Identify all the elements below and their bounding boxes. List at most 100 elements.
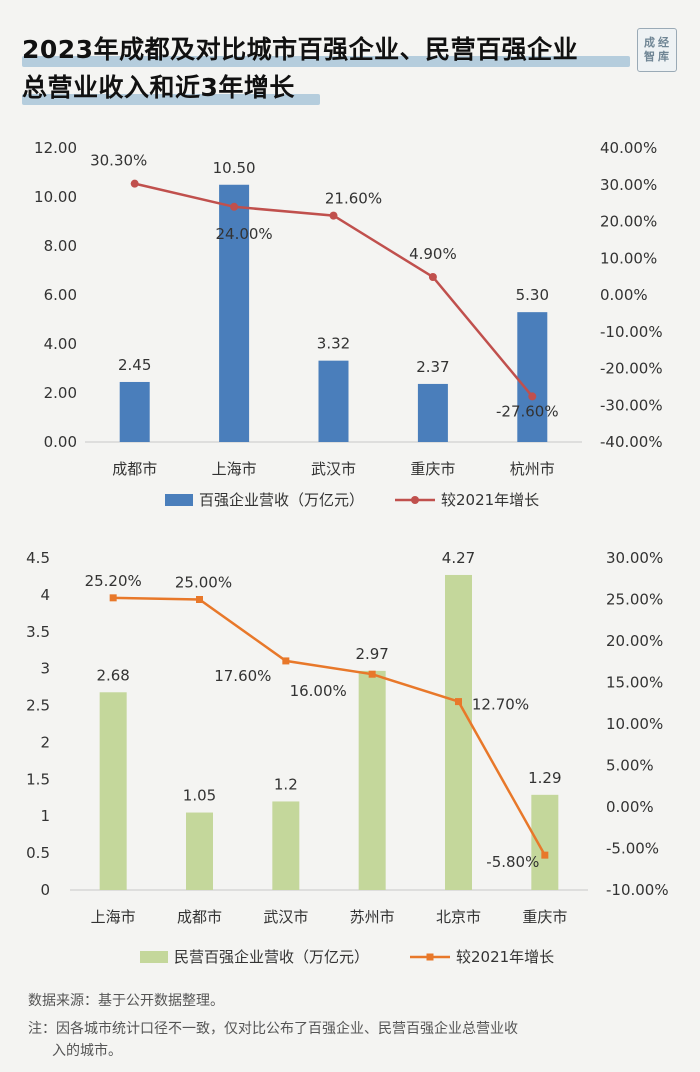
y-left-tick-label: 4.00 <box>44 335 77 353</box>
bar <box>219 184 250 442</box>
y-right-tick-label: 30.00% <box>600 176 657 194</box>
growth-point <box>368 670 376 678</box>
y-right-tick-label: 0.00% <box>600 286 648 304</box>
page-title-line2: 总营业收入和近3年增长 <box>22 73 295 102</box>
growth-point <box>230 202 239 211</box>
page-title-line1: 2023年成都及对比城市百强企业、民营百强企业 <box>22 35 579 64</box>
y-right-tick-label: 15.00% <box>606 674 663 692</box>
chart-private-top-100-enterprises: 0 0.5 1 1.5 2 2.5 3 3.5 4 4.5 -10.00% -5.00% 0.00% 5.… <box>26 549 669 966</box>
legend-bar-swatch <box>140 951 168 963</box>
x-tick-label: 成都市 <box>177 908 222 926</box>
bar <box>119 381 150 442</box>
growth-line <box>113 596 546 856</box>
x-tick-label: 上海市 <box>212 460 257 478</box>
x-tick-label: 重庆市 <box>522 908 567 926</box>
growth-value-label: 16.00% <box>290 682 347 700</box>
y-right-tick-label: 0.00% <box>606 798 654 816</box>
growth-point <box>329 211 338 220</box>
bar-value-label: 1.2 <box>274 775 298 793</box>
y-right-tick-label: -10.00% <box>600 323 663 341</box>
growth-point <box>109 594 117 602</box>
y-left-tick-label: 4.5 <box>26 549 50 567</box>
bar <box>531 794 559 890</box>
growth-value-label: 21.60% <box>325 190 382 208</box>
x-tick-label: 成都市 <box>112 460 157 478</box>
bar <box>517 312 548 442</box>
y-left-tick-label: 6.00 <box>44 286 77 304</box>
x-tick-label: 上海市 <box>91 908 136 926</box>
y-left-tick-label: 2 <box>40 733 50 751</box>
legend-bar-label: 民营百强企业营收（万亿元） <box>174 948 369 966</box>
y-left-tick-label: 2.00 <box>44 384 77 402</box>
bar <box>318 360 349 442</box>
bar-value-label: 10.50 <box>213 159 256 177</box>
chart-top-100-enterprises: 0.00 2.00 4.00 6.00 8.00 10.00 12.00 -40.00% -30… <box>34 139 663 509</box>
y-left-tick-label: 3 <box>40 660 50 678</box>
y-right-tick-label: 20.00% <box>600 213 657 231</box>
logo-char: 智 <box>644 50 655 63</box>
growth-point <box>130 179 139 188</box>
title-highlight <box>22 56 630 67</box>
y-right-tick-label: -40.00% <box>600 433 663 451</box>
legend-line-marker <box>411 496 419 504</box>
growth-value-label: 24.00% <box>215 225 272 243</box>
footnote: 注：因各城市统计口径不一致，仅对比公布了百强企业、民营百强企业总营业收 入的城市… <box>28 1018 678 1062</box>
growth-value-label: -27.60% <box>496 402 559 420</box>
growth-value-label: 25.20% <box>85 572 142 590</box>
y-right-tick-label: 25.00% <box>606 591 663 609</box>
y-left-tick-label: 10.00 <box>34 188 77 206</box>
legend-bar-label: 百强企业营收（万亿元） <box>199 491 364 509</box>
data-source-note: 数据来源：基于公开数据整理。 <box>28 993 224 1009</box>
y-left-tick-label: 2.5 <box>26 697 50 715</box>
footnote-line1: 注：因各城市统计口径不一致，仅对比公布了百强企业、民营百强企业总营业收 <box>28 1021 518 1037</box>
legend-line-label: 较2021年增长 <box>456 948 554 966</box>
growth-value-label: -5.80% <box>486 853 539 871</box>
growth-point <box>282 657 290 665</box>
x-tick-label: 北京市 <box>436 908 481 926</box>
x-tick-label: 武汉市 <box>311 460 356 478</box>
y-left-tick-label: 4 <box>40 586 50 604</box>
y-left-tick-label: 0 <box>40 881 50 899</box>
title-highlight <box>22 94 320 105</box>
x-tick-label: 武汉市 <box>263 908 308 926</box>
footnote-line2: 入的城市。 <box>52 1043 122 1059</box>
y-right-tick-label: -30.00% <box>600 396 663 414</box>
growth-value-label: 30.30% <box>90 152 147 170</box>
growth-point <box>455 698 462 706</box>
legend-line-marker <box>426 953 434 961</box>
y-left-tick-label: 12.00 <box>34 139 77 157</box>
y-right-tick-label: -20.00% <box>600 360 663 378</box>
y-left-tick-label: 3.5 <box>26 623 50 641</box>
y-left-tick-label: 0.00 <box>44 433 77 451</box>
bar-value-label: 4.27 <box>442 549 475 567</box>
logo-char: 经 <box>658 36 669 49</box>
y-right-tick-label: -10.00% <box>606 881 669 899</box>
y-right-tick-label: 10.00% <box>606 715 663 733</box>
bar <box>99 692 127 890</box>
legend-line-label: 较2021年增长 <box>441 491 539 509</box>
y-left-tick-label: 1.5 <box>26 770 50 788</box>
growth-value-label: 17.60% <box>214 667 271 685</box>
bar-value-label: 3.32 <box>317 335 350 353</box>
y-right-tick-label: 40.00% <box>600 139 657 157</box>
bar-value-label: 2.68 <box>96 666 129 684</box>
x-tick-label: 杭州市 <box>510 460 555 478</box>
logo-char: 成 <box>644 36 655 49</box>
bar-value-label: 1.05 <box>183 787 216 805</box>
logo-char: 库 <box>658 50 669 63</box>
y-left-tick-label: 0.5 <box>26 844 50 862</box>
bar <box>445 574 472 890</box>
bar-value-label: 5.30 <box>516 286 549 304</box>
bar-value-label: 2.37 <box>416 358 449 376</box>
x-tick-label: 苏州市 <box>350 908 395 926</box>
y-right-tick-label: 5.00% <box>606 757 654 775</box>
bar <box>358 670 386 890</box>
bar-value-label: 1.29 <box>528 769 561 787</box>
y-right-tick-label: -5.00% <box>606 840 659 858</box>
bar-value-label: 2.97 <box>355 645 388 663</box>
y-right-tick-label: 10.00% <box>600 249 657 267</box>
growth-value-label: 25.00% <box>175 574 232 592</box>
growth-point <box>196 596 203 603</box>
header: 2023年成都及对比城市百强企业、民营百强企业 总营业收入和近3年增长 成 经 … <box>0 0 700 110</box>
brand-logo: 成 经 智 库 <box>637 28 677 72</box>
